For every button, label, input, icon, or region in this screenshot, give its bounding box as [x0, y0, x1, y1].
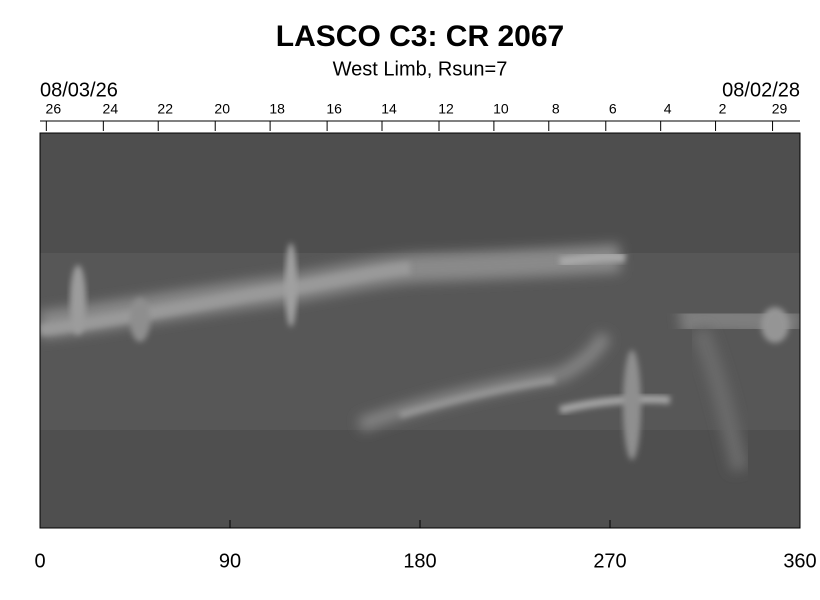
top-tick-label: 24: [103, 101, 119, 117]
chart-title: LASCO C3: CR 2067: [276, 20, 564, 53]
x-tick-label: 270: [593, 550, 626, 572]
top-tick-label: 16: [326, 101, 342, 117]
top-tick-label: 6: [609, 101, 617, 117]
top-tick-label: 20: [214, 101, 230, 117]
x-tick-label: 180: [403, 550, 436, 572]
x-tick-label: 0: [34, 550, 45, 572]
start-date: 08/03/26: [40, 79, 118, 101]
top-tick-label: 18: [269, 101, 285, 117]
x-tick-label: 90: [219, 550, 241, 572]
top-tick-label: 29: [772, 101, 788, 117]
top-tick-label: 22: [157, 101, 173, 117]
x-tick-label: 360: [783, 550, 816, 572]
top-tick-label: 10: [493, 101, 509, 117]
top-tick-label: 26: [46, 101, 62, 117]
chart-subtitle: West Limb, Rsun=7: [333, 58, 508, 80]
top-tick-label: 14: [381, 101, 397, 117]
top-tick-label: 2: [719, 101, 727, 117]
top-tick-label: 12: [438, 101, 454, 117]
synoptic-image: [40, 133, 800, 528]
top-tick-label: 8: [552, 101, 560, 117]
end-date: 08/02/28: [722, 79, 800, 101]
top-tick-label: 4: [664, 101, 672, 117]
